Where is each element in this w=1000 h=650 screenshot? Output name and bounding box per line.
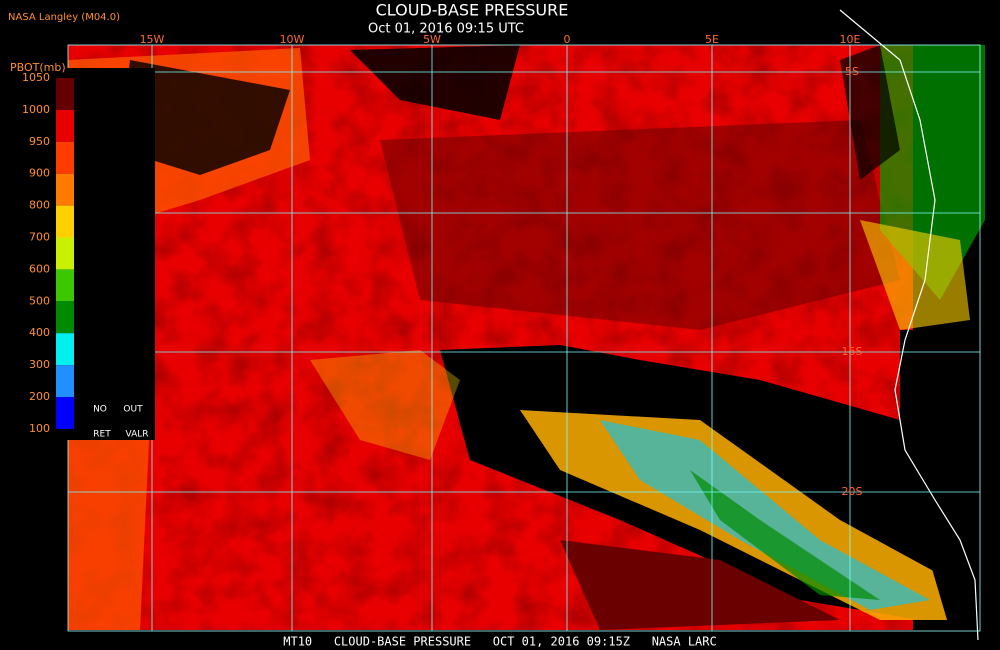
latitude-label: 5S: [845, 65, 859, 78]
colorbar-swatch: [56, 269, 74, 302]
imagery: [68, 9, 990, 641]
flag-label: OUT: [123, 405, 143, 415]
colorbar-tick-label: 300: [29, 358, 50, 371]
colorbar-swatch: [56, 141, 74, 174]
colorbar-tick-label: 1000: [22, 103, 50, 116]
title: CLOUD-BASE PRESSURE: [376, 1, 569, 20]
colorbar-tick-label: 100: [29, 422, 50, 435]
longitude-label: 10W: [280, 33, 305, 46]
footer: MT10 CLOUD-BASE PRESSURE OCT 01, 2016 09…: [283, 635, 716, 649]
longitude-label: 5W: [423, 33, 441, 46]
colorbar-tick-label: 400: [29, 326, 50, 339]
source-label: NASA Langley (M04.0): [8, 12, 120, 23]
flag-label: RET: [93, 430, 111, 440]
colorbar-tick-label: 950: [29, 135, 50, 148]
graticule: 15W 10W 5W 0 5E 10E 5S 15S 20S: [68, 33, 980, 631]
colorbar-swatch: [56, 365, 74, 397]
colorbar-swatch: [56, 205, 74, 238]
colorbar-swatch: [56, 397, 74, 429]
flag-label: VALR: [125, 430, 148, 440]
colorbar-swatch: [56, 78, 74, 110]
longitude-label: 15W: [140, 33, 165, 46]
colorbar-swatch: [56, 109, 74, 142]
colorbar-tick-label: 700: [29, 231, 50, 244]
flag-label: NO: [93, 405, 107, 415]
colorbar-tick-label: 900: [29, 167, 50, 180]
colorbar: PBOT(mb)1050 1000 950 900 800 700 600 500 400 300…: [10, 61, 155, 440]
latitude-label: 20S: [842, 485, 863, 498]
longitude-label: 5E: [705, 33, 719, 46]
colorbar-swatch: [56, 237, 74, 270]
colorbar-swatch: [56, 301, 74, 334]
colorbar-tick-label: 1050: [22, 71, 50, 84]
colorbar-tick-label: 800: [29, 199, 50, 212]
longitude-label: 0: [564, 33, 571, 46]
colorbar-label: PBOT(mb): [10, 61, 66, 74]
colorbar-tick-label: 600: [29, 262, 50, 275]
longitude-label: 10E: [840, 33, 861, 46]
colorbar-tick-label: 200: [29, 390, 50, 403]
colorbar-swatch: [56, 333, 74, 366]
latitude-label: 15S: [842, 345, 863, 358]
colorbar-tick-label: 500: [29, 294, 50, 307]
subtitle: Oct 01, 2016 09:15 UTC: [368, 22, 524, 37]
colorbar-swatch: [56, 173, 74, 206]
